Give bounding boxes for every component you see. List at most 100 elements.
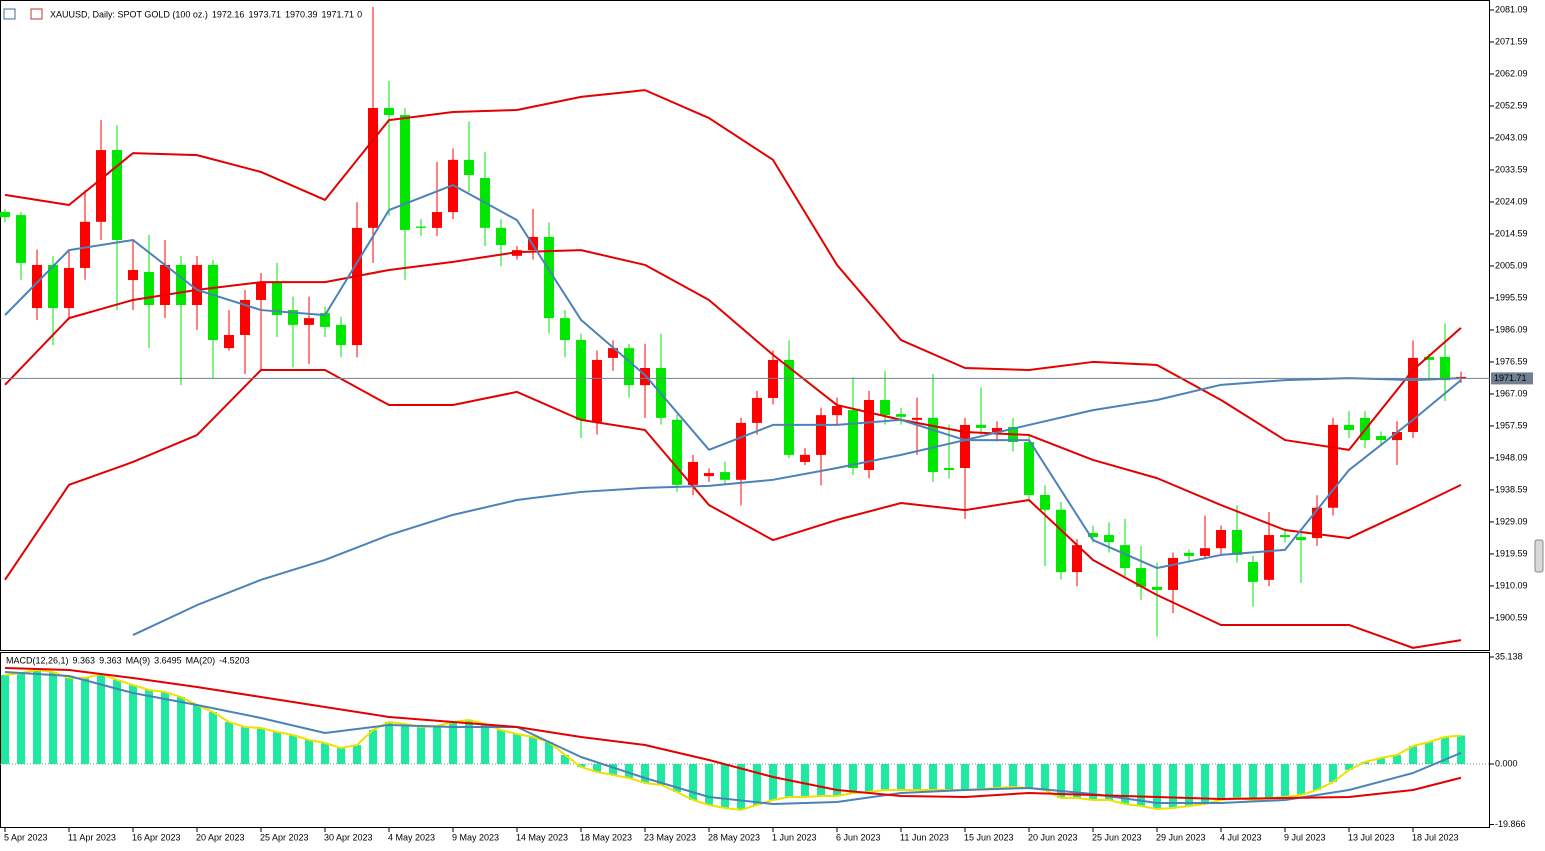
candle-body bbox=[608, 348, 618, 358]
candle-body bbox=[0, 212, 10, 218]
y-tick-label: 1957.59 bbox=[1495, 420, 1528, 430]
scroll-handle[interactable] bbox=[1534, 539, 1544, 573]
candle-body bbox=[48, 264, 58, 309]
x-tick-label: 13 Jul 2023 bbox=[1348, 832, 1395, 842]
candle-body bbox=[1424, 356, 1434, 360]
candle-body bbox=[192, 264, 202, 306]
candle-body bbox=[144, 272, 154, 306]
x-tick-label: 11 Jun 2023 bbox=[900, 832, 949, 842]
y-tick-label: 1919.59 bbox=[1495, 548, 1528, 558]
histogram-bar bbox=[817, 763, 825, 796]
x-tick-label: 28 May 2023 bbox=[708, 832, 760, 842]
histogram-bar bbox=[993, 763, 1001, 788]
candle-body bbox=[960, 424, 970, 469]
histogram-bar bbox=[449, 722, 457, 764]
histogram-bar bbox=[465, 719, 473, 764]
y-tick-label: 0.000 bbox=[1495, 758, 1518, 768]
price-label-box bbox=[1491, 372, 1533, 385]
y-tick-label: 2005.09 bbox=[1495, 260, 1528, 270]
histogram-bar bbox=[625, 763, 633, 779]
candle-body bbox=[784, 359, 794, 455]
histogram-bar bbox=[577, 763, 585, 768]
y-tick-label: 1929.09 bbox=[1495, 516, 1528, 526]
y-tick-label: 1967.09 bbox=[1495, 388, 1528, 398]
main-panel-frame bbox=[0, 0, 1490, 651]
histogram-bar bbox=[305, 740, 313, 764]
y-tick-label: 2081.09 bbox=[1495, 4, 1528, 14]
candle-body bbox=[1200, 548, 1210, 556]
histogram-bar bbox=[737, 763, 745, 811]
candle-body bbox=[912, 417, 922, 420]
histogram-bar bbox=[1329, 763, 1337, 782]
candle-body bbox=[400, 115, 410, 230]
x-tick-label: 23 May 2023 bbox=[644, 832, 696, 842]
high-value: 1973.71 bbox=[248, 9, 281, 19]
ma20-label: MA(20) bbox=[186, 655, 216, 665]
x-tick-label: 20 Jun 2023 bbox=[1028, 832, 1078, 842]
candle-body bbox=[544, 236, 554, 319]
candle-body bbox=[1296, 537, 1306, 541]
histogram-bar bbox=[977, 763, 985, 789]
histogram-bar bbox=[1169, 763, 1177, 808]
candle-body bbox=[1120, 545, 1130, 569]
histogram-bar bbox=[721, 763, 729, 808]
histogram-bar bbox=[1457, 735, 1465, 764]
histogram-bar bbox=[641, 763, 649, 783]
candle-body bbox=[288, 310, 298, 325]
symbol-icon[interactable] bbox=[30, 8, 43, 20]
histogram-bar bbox=[689, 763, 697, 800]
candle-body bbox=[64, 267, 74, 309]
y-tick-label: 1938.59 bbox=[1495, 484, 1528, 494]
ma9-label: MA(9) bbox=[126, 655, 151, 665]
histogram-bar bbox=[961, 763, 969, 790]
candle-body bbox=[1184, 552, 1194, 556]
histogram-bar bbox=[97, 673, 105, 764]
histogram-bar bbox=[1201, 763, 1209, 805]
candle-body bbox=[688, 461, 698, 485]
candle-body bbox=[1056, 509, 1066, 573]
candle-body bbox=[416, 226, 426, 228]
histogram-bar bbox=[1441, 736, 1449, 764]
candle-body bbox=[1088, 533, 1098, 538]
histogram-bar bbox=[1105, 763, 1113, 800]
candle-body bbox=[464, 159, 474, 176]
x-tick-label: 29 Jun 2023 bbox=[1156, 832, 1206, 842]
candle-body bbox=[704, 473, 714, 477]
histogram-bar bbox=[417, 726, 425, 764]
chart-icon[interactable] bbox=[3, 8, 16, 20]
histogram-bar bbox=[1249, 763, 1257, 800]
histogram-bar bbox=[1297, 763, 1305, 795]
histogram-bar bbox=[705, 763, 713, 805]
candle-body bbox=[592, 359, 602, 422]
x-tick-label: 11 Apr 2023 bbox=[68, 832, 116, 842]
histogram-bar bbox=[1121, 763, 1129, 805]
chart-title: XAUUSD, Daily: SPOT GOLD (100 oz.) bbox=[50, 9, 208, 19]
histogram-bar bbox=[1, 674, 9, 764]
y-tick-label: 2052.59 bbox=[1495, 100, 1528, 110]
candle-body bbox=[1376, 436, 1386, 441]
candle-body bbox=[560, 318, 570, 341]
histogram-bar bbox=[17, 673, 25, 764]
candle-body bbox=[800, 454, 810, 462]
candle-body bbox=[752, 397, 762, 423]
candle-body bbox=[1072, 545, 1082, 573]
histogram-bar bbox=[337, 748, 345, 764]
indicator-line bbox=[4, 89, 1462, 451]
x-tick-label: 30 Apr 2023 bbox=[324, 832, 373, 842]
histogram-bar bbox=[1425, 742, 1433, 764]
histogram-bar bbox=[673, 763, 681, 793]
histogram-bar bbox=[161, 691, 169, 764]
candle-body bbox=[720, 472, 730, 480]
x-tick-label: 18 May 2023 bbox=[580, 832, 632, 842]
histogram-bar bbox=[1089, 763, 1097, 800]
x-tick-label: 15 Jun 2023 bbox=[964, 832, 1014, 842]
candle-body bbox=[336, 324, 346, 346]
y-tick-label: 1995.59 bbox=[1495, 292, 1528, 302]
histogram-bar bbox=[769, 763, 777, 800]
candle-body bbox=[208, 264, 218, 341]
histogram-bar bbox=[1233, 763, 1241, 799]
x-tick-label: 4 Jul 2023 bbox=[1220, 832, 1262, 842]
candle-body bbox=[80, 221, 90, 268]
candle-body bbox=[976, 424, 986, 428]
